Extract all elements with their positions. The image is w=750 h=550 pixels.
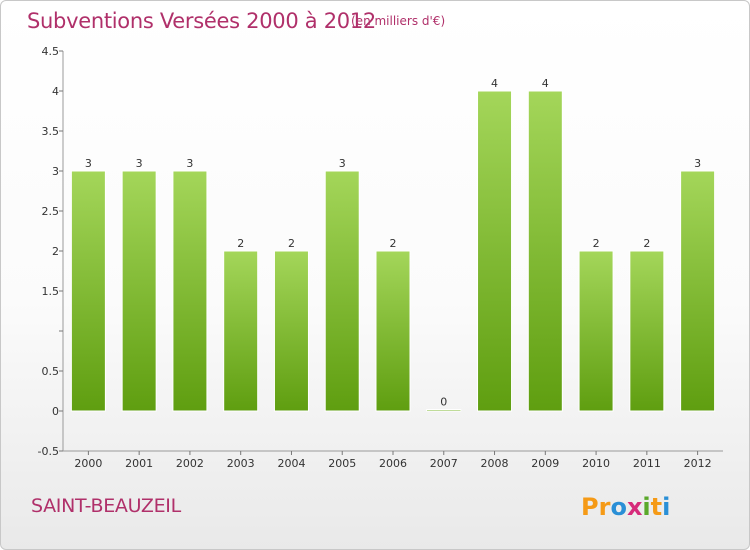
x-tick-label-2011: 2011 bbox=[633, 457, 661, 470]
y-tick-label: 3.5 bbox=[42, 125, 60, 138]
data-label-2003: 2 bbox=[237, 237, 244, 250]
bars bbox=[70, 90, 716, 412]
bar-2012 bbox=[680, 170, 716, 412]
x-tick-label-2005: 2005 bbox=[328, 457, 356, 470]
proxiti-logo[interactable]: Proxiti bbox=[579, 489, 691, 525]
x-tick-label-2006: 2006 bbox=[379, 457, 407, 470]
chart-title: Subventions Versées 2000 à 2012 bbox=[27, 9, 376, 33]
bar-2001 bbox=[121, 170, 157, 412]
x-tick-label-2001: 2001 bbox=[125, 457, 153, 470]
proxiti-logo-graphic: Proxiti bbox=[581, 493, 670, 521]
y-tick-label: 1.5 bbox=[42, 285, 60, 298]
bar-2008 bbox=[477, 90, 513, 412]
data-label-2012: 3 bbox=[694, 157, 701, 170]
x-tick-label-2004: 2004 bbox=[277, 457, 305, 470]
data-label-2011: 2 bbox=[643, 237, 650, 250]
data-label-2009: 4 bbox=[542, 77, 549, 90]
y-tick-label: 4.5 bbox=[42, 45, 60, 58]
x-tick-label-2012: 2012 bbox=[684, 457, 712, 470]
labels: 3 2000 3 2001 3 2002 2 2003 2 2004 3 2005 2 2006 0 2007… bbox=[74, 77, 711, 470]
y-tick-label: 2 bbox=[52, 245, 59, 258]
x-tick-label-2008: 2008 bbox=[481, 457, 509, 470]
bar-2011 bbox=[629, 250, 665, 412]
svg-text:Proxiti: Proxiti bbox=[581, 493, 670, 521]
y-tick-label: 3 bbox=[52, 165, 59, 178]
bar-2010 bbox=[578, 250, 614, 412]
data-label-2002: 3 bbox=[186, 157, 193, 170]
x-tick-label-2007: 2007 bbox=[430, 457, 458, 470]
data-label-2001: 3 bbox=[136, 157, 143, 170]
data-label-2007: 0 bbox=[440, 396, 447, 409]
bar-2004 bbox=[273, 250, 309, 412]
bar-2002 bbox=[172, 170, 208, 412]
y-tick-label: 0 bbox=[52, 405, 59, 418]
bar-2003 bbox=[223, 250, 259, 412]
data-label-2008: 4 bbox=[491, 77, 498, 90]
data-label-2006: 2 bbox=[390, 237, 397, 250]
y-tick-label: 0.5 bbox=[42, 365, 60, 378]
x-tick-label-2009: 2009 bbox=[531, 457, 559, 470]
x-tick-label-2002: 2002 bbox=[176, 457, 204, 470]
bar-2009 bbox=[527, 90, 563, 412]
data-label-2000: 3 bbox=[85, 157, 92, 170]
bar-2007 bbox=[426, 409, 462, 412]
data-label-2004: 2 bbox=[288, 237, 295, 250]
y-tick-label: 4 bbox=[52, 85, 59, 98]
x-tick-label-2000: 2000 bbox=[74, 457, 102, 470]
chart-subtitle: (en milliers d'€) bbox=[351, 14, 446, 28]
bar-2006 bbox=[375, 250, 411, 412]
commune-name: SAINT-BEAUZEIL bbox=[31, 495, 181, 517]
data-label-2005: 3 bbox=[339, 157, 346, 170]
y-tick-label: -0.5 bbox=[38, 445, 59, 458]
bar-2000 bbox=[70, 170, 106, 412]
y-tick-label: 2.5 bbox=[42, 205, 60, 218]
x-tick-label-2010: 2010 bbox=[582, 457, 610, 470]
x-tick-label-2003: 2003 bbox=[227, 457, 255, 470]
bar-2005 bbox=[324, 170, 360, 412]
data-label-2010: 2 bbox=[593, 237, 600, 250]
axes: -0.5 0 0.5 1.5 2 2.5 3 3.5 4 4.5 bbox=[38, 45, 723, 458]
